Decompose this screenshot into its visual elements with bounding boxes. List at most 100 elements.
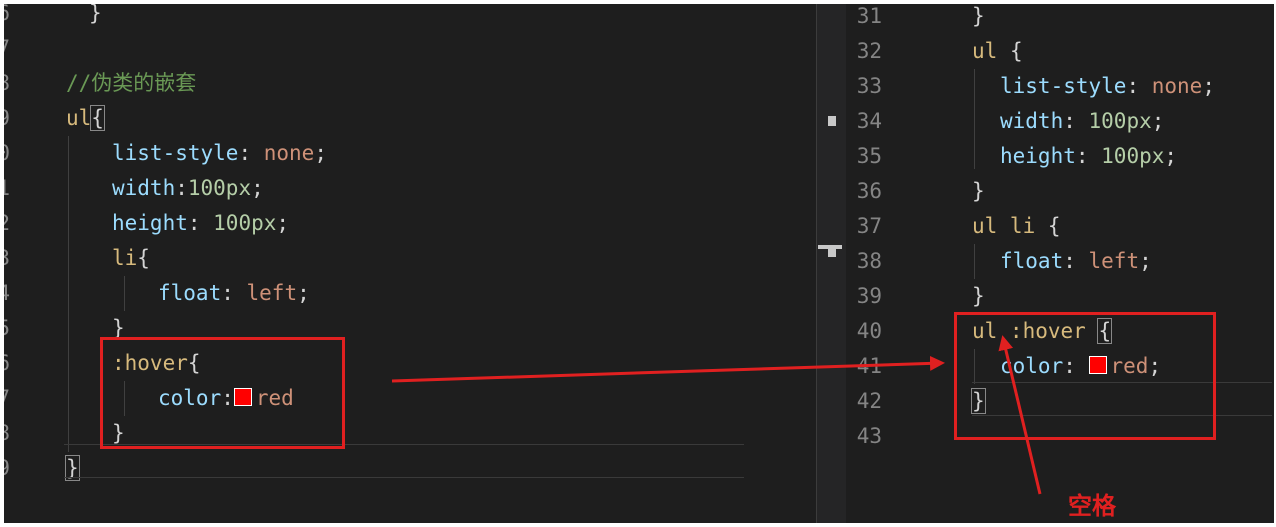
line-number: 35 [856,144,882,168]
code-token: } [971,388,986,414]
line-number: 6 [4,346,10,381]
indent-guide [124,276,125,311]
code-text: list-style: none; [1000,69,1215,104]
code-text: } [972,279,985,314]
code-text: ul { [972,34,1023,69]
line-number: 39 [856,284,882,308]
code-line[interactable]: 42} [846,384,1274,419]
code-line[interactable]: 2 height: 100px; [4,206,816,241]
line-number: 32 [856,39,882,63]
code-token: width [112,176,176,200]
code-token: { [90,105,105,131]
code-text: height: 100px; [112,206,289,241]
line-number: 43 [856,424,882,448]
code-line[interactable]: 32 ul { [846,34,1274,69]
color-swatch-icon[interactable] [233,388,252,406]
line-number: 37 [856,214,882,238]
code-text: } [65,451,80,486]
code-token: { [187,351,201,375]
code-token: width [1000,109,1064,133]
code-token: : [221,386,234,410]
code-token: : [1063,109,1089,133]
code-line[interactable]: 9} [4,451,816,486]
code-token: ; [1151,109,1165,133]
indent-guide [68,136,69,452]
code-line[interactable]: 0 list-style: none; [4,136,816,171]
code-text: } [112,311,125,346]
code-token: ; [1164,144,1178,168]
code-text: :hover{ [112,346,201,381]
code-line[interactable]: 3 li{ [4,241,816,276]
code-line[interactable]: 9 ul{ [4,101,816,136]
current-line-highlight [64,444,744,445]
code-line[interactable]: 8} [4,416,816,451]
line-number: 40 [856,319,882,343]
line-number: 7 [4,31,10,66]
code-token: : [1126,74,1152,98]
code-token: : [1075,144,1102,168]
current-line-highlight [972,415,1272,416]
code-token: left [246,281,298,305]
indent-guide [974,349,975,384]
code-text: ul :hover { [972,314,1113,349]
code-line[interactable]: 4 float: left; [4,276,816,311]
code-text: //伪类的嵌套 [66,66,196,101]
code-line[interactable]: 8 //伪类的嵌套 [4,66,816,101]
line-number: 7 [4,381,10,416]
code-token: ul [66,106,92,130]
code-line[interactable]: 31} [846,4,1274,34]
code-token: } [972,179,985,203]
editor-frame: 6}78//伪类的嵌套9ul{0list-style: none;1width:… [4,4,1274,523]
code-token: { [1097,318,1113,344]
annotation-label: 空格 [1068,492,1116,520]
color-swatch-icon[interactable] [1088,356,1107,374]
code-token: { [997,39,1023,63]
indent-guide [124,381,125,416]
code-line[interactable]: 6 :hover{ [4,346,816,381]
line-number: 5 [4,311,10,346]
code-line[interactable]: 43 [846,419,1274,454]
code-line[interactable]: 5} [4,311,816,346]
code-token: : [1063,249,1089,273]
code-token: float [158,281,222,305]
code-line[interactable]: 7 color: red [4,381,816,416]
code-token: 100px [1101,144,1165,168]
scroll-marker [828,116,836,126]
code-token: none [1151,74,1203,98]
left-code-editor[interactable]: 6}78//伪类的嵌套9ul{0list-style: none;1width:… [4,4,816,523]
code-token: } [65,455,80,481]
code-token: ; [276,211,290,235]
line-number: 9 [4,101,10,136]
code-token: left [1088,249,1140,273]
code-line[interactable]: 35 height: 100px; [846,139,1274,174]
line-number: 33 [856,74,882,98]
code-token: ul [972,39,998,63]
code-token: ul :hover [972,319,1086,343]
pane-divider [816,4,817,523]
code-line[interactable]: 37 ul li { [846,209,1274,244]
code-line[interactable]: 33 list-style: none; [846,69,1274,104]
code-token: list-style [112,141,239,165]
indent-guide [974,69,975,169]
minimap-strip[interactable] [816,4,846,523]
line-number: 6 [4,4,10,31]
code-line[interactable]: 34 width: 100px; [846,104,1274,139]
code-line[interactable]: 38 float: left; [846,244,1274,279]
code-line[interactable]: 36} [846,174,1274,209]
line-number: 34 [856,109,882,133]
line-number: 3 [4,241,10,276]
code-token: ; [314,141,327,165]
right-code-editor[interactable]: 31} 32 ul {33 list-style: none; 34 width: 100… [846,4,1274,523]
code-line[interactable]: 7 [4,31,816,66]
line-number: 4 [4,276,10,311]
code-line[interactable]: 39} [846,279,1274,314]
code-line[interactable]: 1 width:100px; [4,171,816,206]
code-line[interactable]: 6} [4,4,816,31]
code-token: none [263,141,315,165]
code-line[interactable]: 40 ul :hover { [846,314,1274,349]
code-token: } [112,421,125,445]
code-text: ul{ [66,101,105,136]
scroll-marker [818,245,842,249]
code-token: color [158,386,222,410]
